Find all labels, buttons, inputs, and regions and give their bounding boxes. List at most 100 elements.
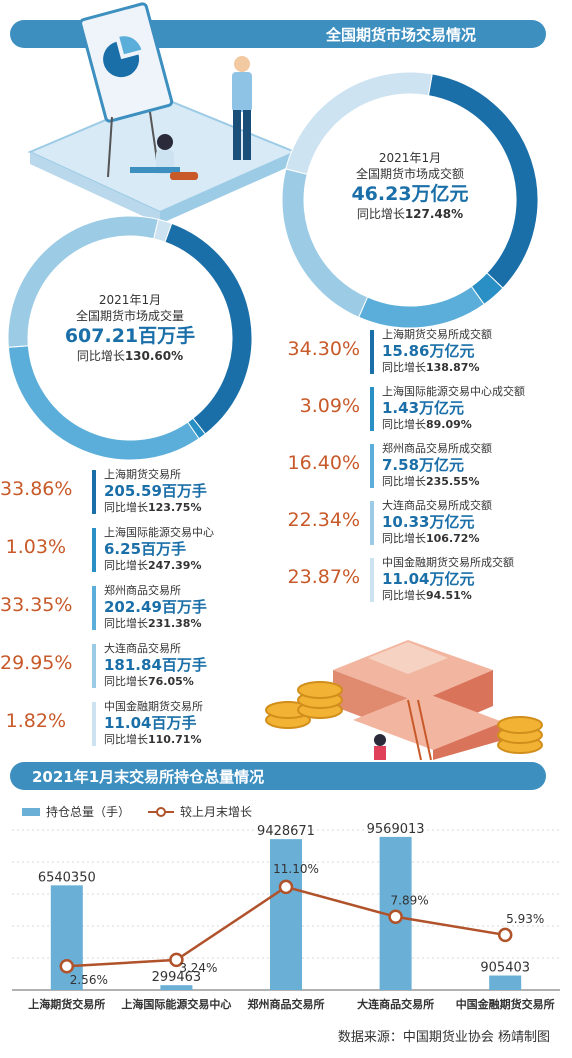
exchange-name: 上海期货交易所 (104, 468, 181, 481)
growth-point (497, 927, 513, 943)
turnover-caption: 全国期货市场成交额 (355, 167, 464, 181)
exchange-value: 202.49百万手 (104, 598, 207, 616)
growth-point (59, 958, 75, 974)
section-title: 全国期货市场交易情况 (325, 25, 476, 44)
share-percent: 3.09% (299, 395, 360, 417)
bar-value-label: 9569013 (367, 822, 425, 837)
share-percent: 1.82% (5, 710, 66, 732)
share-percent: 29.95% (0, 652, 73, 674)
color-bar (92, 702, 96, 746)
turnover-item: 3.09% 上海国际能源交易中心成交额 1.43万亿元 同比增长89.09% (280, 383, 570, 435)
turnover-item: 16.40% 郑州商品交易所成交额 7.58万亿元 同比增长235.55% (280, 440, 570, 492)
exchange-name: 中国金融期货交易所 (104, 700, 203, 713)
share-percent: 16.40% (287, 452, 360, 474)
exchange-name: 郑州商品交易所成交额 (382, 442, 492, 455)
color-bar (370, 387, 374, 431)
turnover-item: 23.87% 中国金融期货交易所成交额 11.04万亿元 同比增长94.51% (280, 554, 570, 606)
exchange-name: 中国金融期货交易所成交额 (382, 556, 514, 569)
category-label: 上海期货交易所 (28, 997, 105, 1011)
category-label: 郑州商品交易所 (248, 997, 325, 1011)
growth-label: 3.24% (179, 961, 217, 975)
exchange-name: 大连商品交易所成交额 (382, 499, 492, 512)
growth-label: 11.10% (273, 862, 319, 876)
turnover-slice (358, 285, 485, 329)
bar (489, 975, 522, 990)
legend-swatch-line (148, 806, 175, 817)
volume-donut-chart (7, 215, 253, 461)
volume-item: 29.95% 大连商品交易所 181.84百万手 同比增长76.05% (0, 640, 270, 692)
turnover-total: 46.23万亿元 (351, 183, 469, 205)
turnover-item: 34.30% 上海期货交易所成交额 15.86万亿元 同比增长138.87% (280, 326, 570, 378)
color-bar (370, 558, 374, 602)
turnover-donut-chart (281, 71, 539, 329)
color-bar (370, 330, 374, 374)
volume-date: 2021年1月 (98, 293, 162, 307)
exchange-growth: 同比增长247.39% (104, 559, 202, 572)
exchange-name: 上海国际能源交易中心 (104, 526, 214, 539)
turnover-summary: 2021年1月 全国期货市场成交额 46.23万亿元 同比增长127.48% (330, 150, 490, 223)
turnover-item: 22.34% 大连商品交易所成交额 10.33万亿元 同比增长106.72% (280, 497, 570, 549)
positions-combo-chart: 6540350 上海期货交易所 299463 上海国际能源交易中心 9428671 郑州商… (12, 822, 560, 1011)
exchange-name: 上海国际能源交易中心成交额 (382, 385, 525, 398)
share-percent: 1.03% (5, 536, 66, 558)
growth-label: 7.89% (391, 894, 429, 908)
exchange-growth: 同比增长89.09% (382, 418, 472, 431)
bar-value-label: 905403 (480, 961, 530, 976)
volume-growth: 同比增长130.60% (76, 349, 184, 363)
exchange-value: 10.33万亿元 (382, 513, 475, 531)
bar-value-label: 6540350 (38, 870, 96, 885)
exchange-growth: 同比增长110.71% (104, 733, 202, 746)
illustration-presentation (27, 2, 298, 224)
color-bar (92, 470, 96, 514)
volume-item: 1.03% 上海国际能源交易中心 6.25百万手 同比增长247.39% (0, 524, 270, 576)
category-label: 中国金融期货交易所 (456, 997, 555, 1011)
share-percent: 33.86% (0, 478, 73, 500)
legend-swatch-bar (22, 807, 40, 816)
chart-title: 2021年1月末交易所持仓总量情况 (32, 767, 265, 786)
exchange-value: 6.25百万手 (104, 540, 187, 558)
color-bar (92, 528, 96, 572)
exchange-growth: 同比增长123.75% (104, 501, 202, 514)
source-note: 数据来源：中国期货业协会 杨靖制图 (337, 1030, 550, 1045)
growth-label: 5.93% (506, 912, 544, 926)
share-percent: 23.87% (287, 566, 360, 588)
growth-point (278, 879, 294, 895)
exchange-value: 205.59百万手 (104, 482, 207, 500)
legend-label-bar: 持仓总量（手） (46, 805, 131, 819)
color-bar (92, 644, 96, 688)
exchange-name: 郑州商品交易所 (104, 584, 181, 597)
share-percent: 22.34% (287, 509, 360, 531)
exchange-value: 181.84百万手 (104, 656, 207, 674)
volume-total: 607.21百万手 (64, 325, 196, 347)
exchange-growth: 同比增长94.51% (382, 589, 472, 602)
bar-value-label: 9428671 (257, 824, 315, 839)
exchange-growth: 同比增长235.55% (382, 475, 480, 488)
turnover-growth: 同比增长127.48% (356, 207, 464, 221)
exchange-growth: 同比增长231.38% (104, 617, 202, 630)
exchange-growth: 同比增长76.05% (104, 675, 194, 688)
exchange-value: 1.43万亿元 (382, 399, 465, 417)
growth-point (169, 952, 184, 968)
color-bar (370, 444, 374, 488)
bar-value-label: 299463 (152, 970, 202, 985)
exchange-value: 11.04百万手 (104, 714, 197, 732)
volume-item: 33.86% 上海期货交易所 205.59百万手 同比增长123.75% (0, 466, 270, 518)
volume-item: 33.35% 郑州商品交易所 202.49百万手 同比增长231.38% (0, 582, 270, 634)
category-label: 上海国际能源交易中心 (121, 997, 231, 1011)
volume-item: 1.82% 中国金融期货交易所 11.04百万手 同比增长110.71% (0, 698, 270, 750)
exchange-growth: 同比增长106.72% (382, 532, 480, 545)
bar (160, 985, 193, 990)
share-percent: 33.35% (0, 594, 73, 616)
legend-label-line: 较上月末增长 (180, 805, 253, 819)
volume-slice (153, 218, 173, 243)
volume-caption: 全国期货市场成交量 (75, 309, 184, 323)
category-label: 大连商品交易所 (357, 997, 434, 1011)
color-bar (92, 586, 96, 630)
exchange-value: 15.86万亿元 (382, 342, 475, 360)
section-banner-positions: 2021年1月末交易所持仓总量情况 (10, 762, 546, 790)
share-percent: 34.30% (287, 338, 360, 360)
growth-label: 2.56% (70, 973, 108, 987)
chart-legend: 持仓总量（手） 较上月末增长 (22, 803, 252, 820)
exchange-growth: 同比增长138.87% (382, 361, 480, 374)
growth-point (388, 909, 403, 924)
